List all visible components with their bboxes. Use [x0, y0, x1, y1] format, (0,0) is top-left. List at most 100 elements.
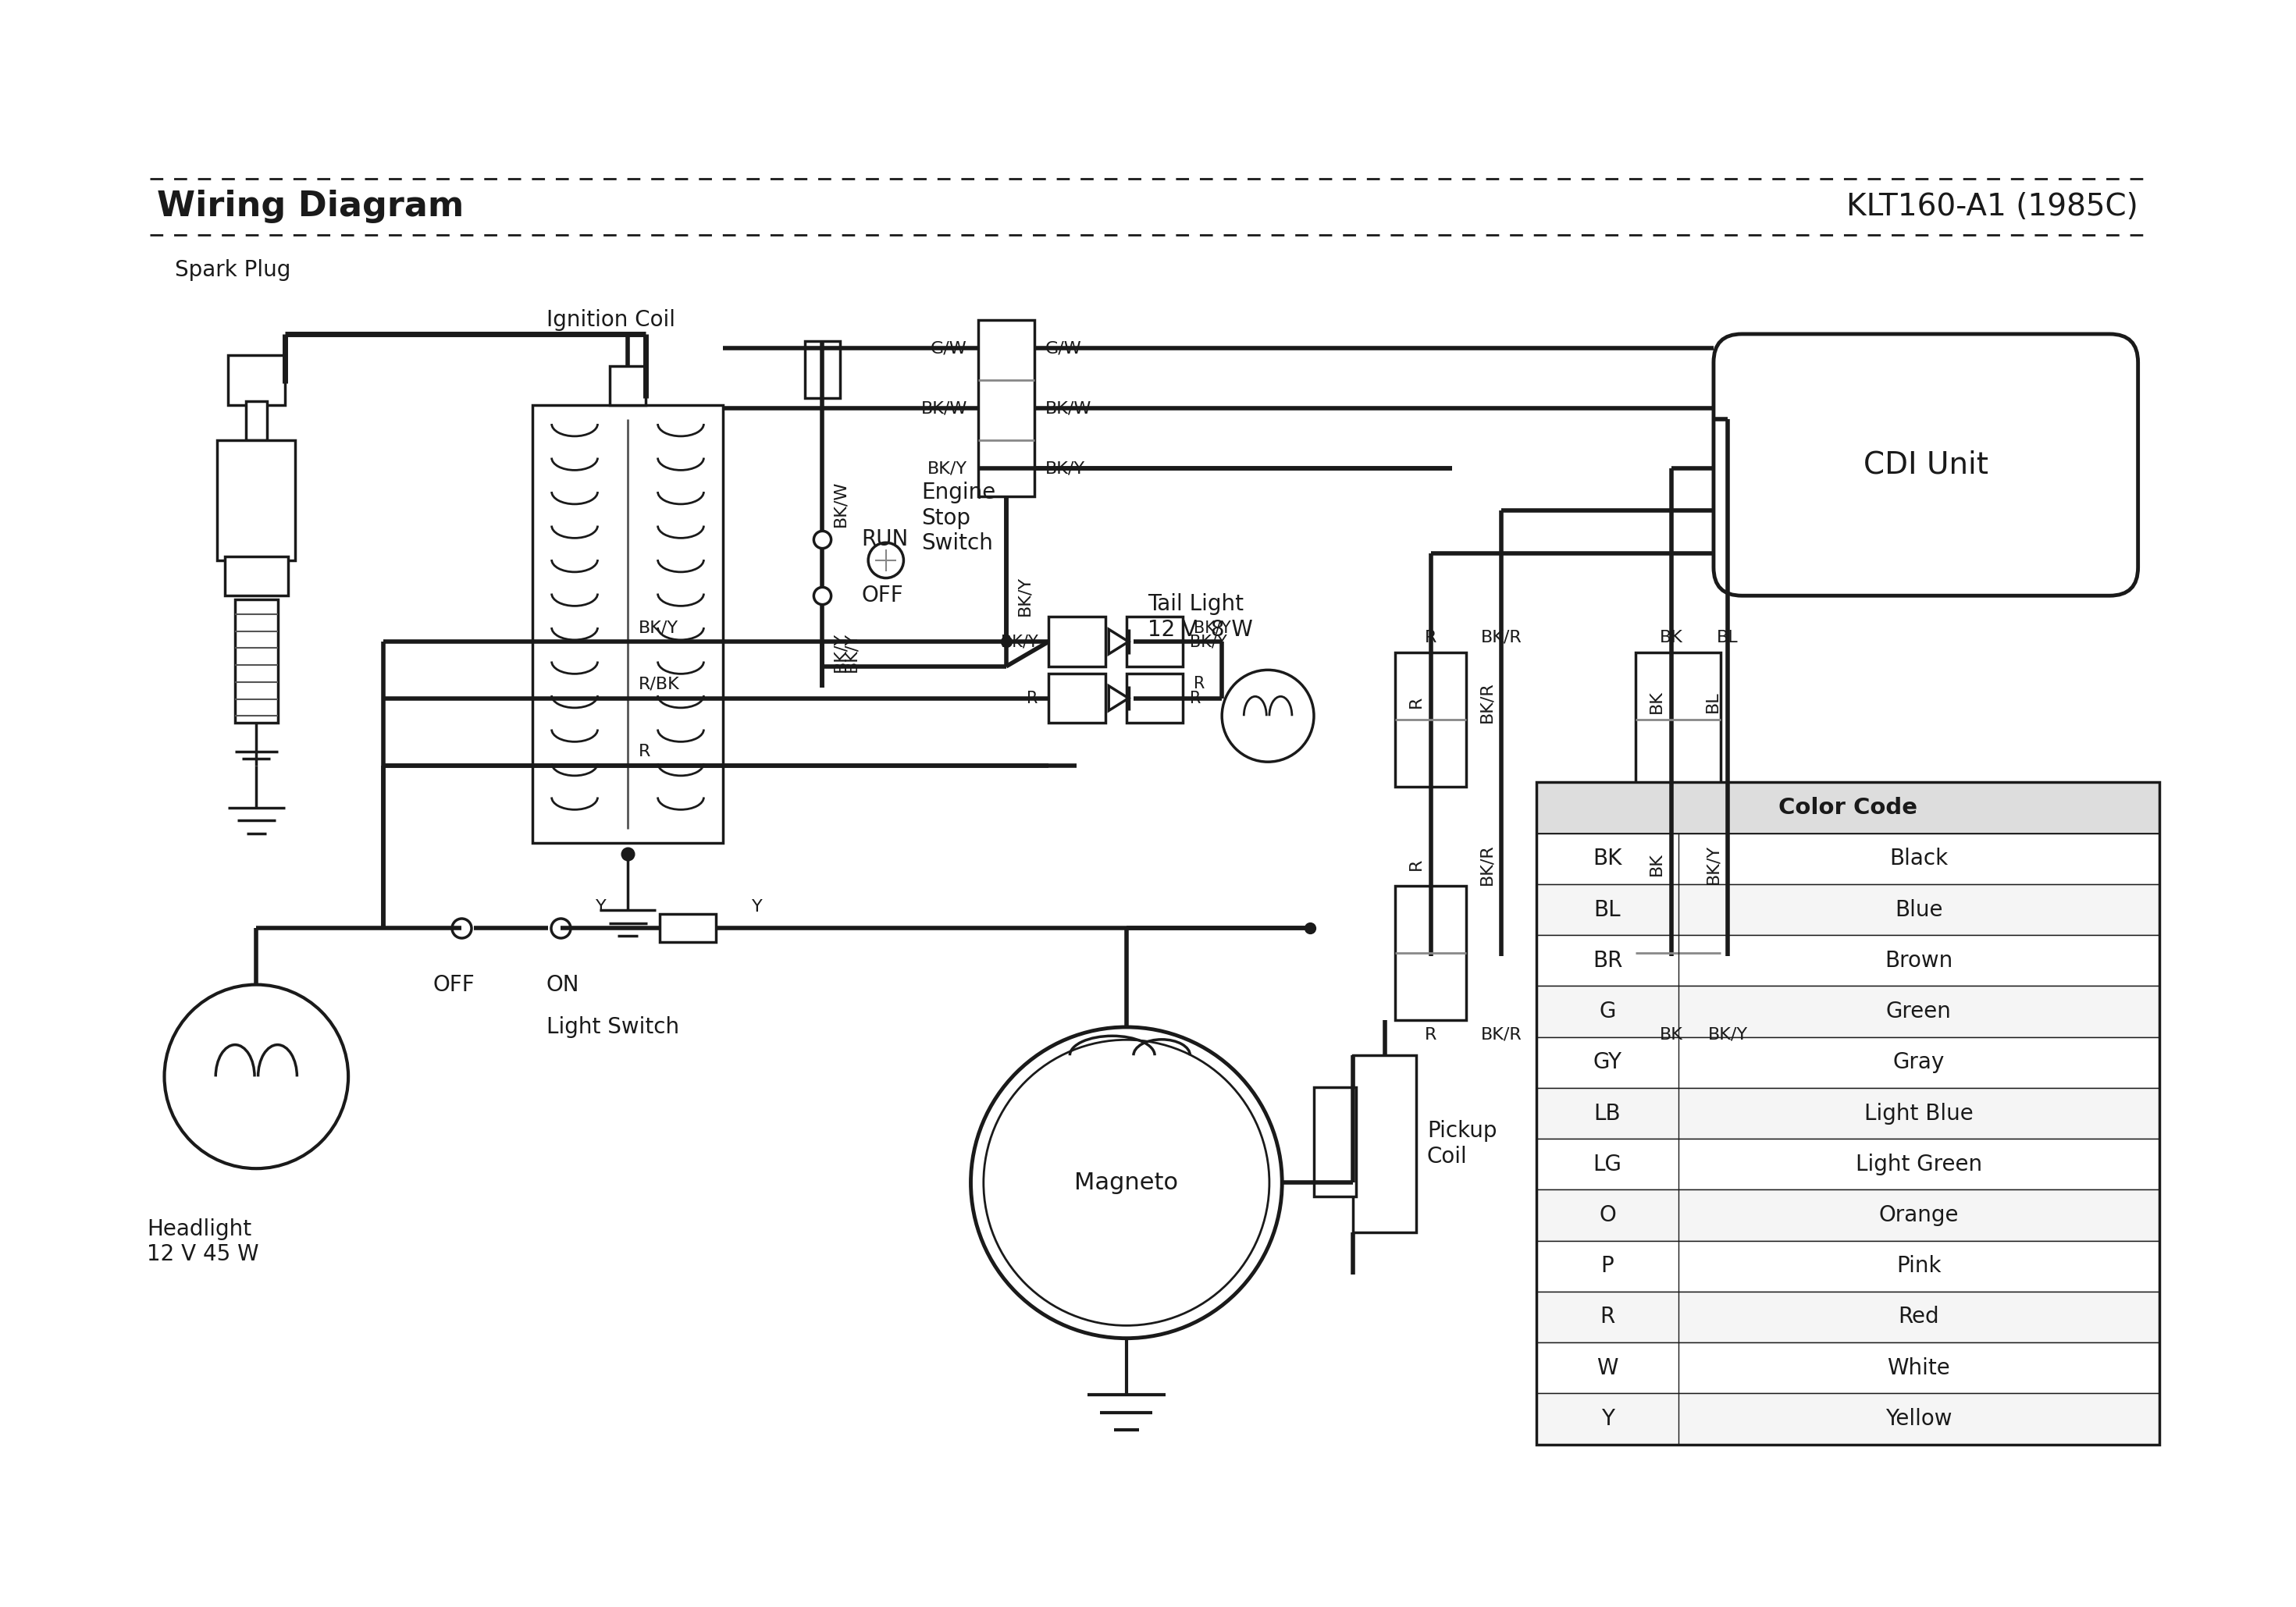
Bar: [1536, 1241, 2158, 1292]
Bar: [1049, 617, 1104, 667]
Text: R: R: [1424, 1027, 1437, 1043]
Text: R: R: [1424, 630, 1437, 644]
Text: BK/Y: BK/Y: [1001, 633, 1038, 649]
Bar: [1536, 1292, 2158, 1342]
Text: BK/Y: BK/Y: [928, 461, 967, 476]
Text: Orange: Orange: [1878, 1204, 1958, 1226]
Text: BK/W: BK/W: [1045, 400, 1091, 416]
Text: BK: BK: [1660, 1027, 1683, 1043]
Bar: [1536, 1189, 2158, 1241]
Bar: [804, 341, 840, 397]
Text: Black: Black: [1890, 848, 1947, 869]
Text: BK/Y: BK/Y: [833, 632, 850, 672]
Bar: [218, 440, 296, 561]
Bar: [1536, 1037, 2158, 1088]
Text: LG: LG: [1593, 1154, 1621, 1175]
Text: LB: LB: [1593, 1102, 1621, 1125]
Text: BK: BK: [1649, 853, 1665, 876]
Text: Yellow: Yellow: [1885, 1408, 1952, 1430]
Text: R: R: [1407, 858, 1424, 871]
Bar: [1536, 987, 2158, 1037]
Text: BK/Y: BK/Y: [843, 632, 859, 672]
Bar: [1352, 1056, 1417, 1233]
Text: Red: Red: [1899, 1306, 1940, 1327]
Text: Blue: Blue: [1894, 898, 1942, 921]
Text: G: G: [1598, 1001, 1616, 1022]
Text: RUN: RUN: [861, 529, 909, 550]
Text: BK/R: BK/R: [1481, 1027, 1522, 1043]
Text: BK/R: BK/R: [1479, 681, 1495, 723]
Text: Tail Light
12 V  8 W: Tail Light 12 V 8 W: [1148, 593, 1254, 641]
Bar: [978, 320, 1035, 497]
Text: Y: Y: [751, 898, 762, 914]
Text: BK: BK: [1649, 689, 1665, 714]
Text: Spark Plug: Spark Plug: [174, 259, 292, 281]
Bar: [659, 914, 716, 942]
Text: BK/R: BK/R: [1479, 844, 1495, 885]
Text: BK: BK: [1593, 848, 1621, 869]
Bar: [533, 405, 723, 844]
Bar: [246, 402, 266, 440]
FancyBboxPatch shape: [1713, 334, 2138, 596]
Text: R: R: [1194, 677, 1205, 693]
Text: OFF: OFF: [434, 974, 475, 996]
Text: R: R: [1407, 696, 1424, 707]
Text: BK/W: BK/W: [921, 400, 967, 416]
Text: BK/Y: BK/Y: [1045, 461, 1086, 476]
Text: Pickup
Coil: Pickup Coil: [1428, 1120, 1497, 1167]
Text: Engine
Stop
Switch: Engine Stop Switch: [921, 482, 996, 554]
Text: W: W: [1596, 1356, 1619, 1379]
Text: R: R: [638, 744, 650, 759]
Bar: [1049, 673, 1104, 723]
Bar: [1536, 834, 2158, 884]
Bar: [1127, 673, 1182, 723]
Text: Y: Y: [1600, 1408, 1614, 1430]
Text: BK/Y: BK/Y: [1708, 1027, 1747, 1043]
Text: Pink: Pink: [1896, 1255, 1940, 1278]
Text: BK/Y: BK/Y: [1017, 575, 1033, 615]
Text: BK/Y: BK/Y: [1194, 620, 1231, 635]
Text: Light Blue: Light Blue: [1864, 1102, 1972, 1125]
Text: OFF: OFF: [861, 585, 902, 606]
Text: BK/R: BK/R: [1481, 630, 1522, 644]
Text: Magneto: Magneto: [1075, 1172, 1178, 1194]
Text: CDI Unit: CDI Unit: [1864, 450, 1988, 479]
Text: Light Switch: Light Switch: [546, 1016, 680, 1038]
Text: R: R: [1026, 691, 1038, 705]
Text: KLT160-A1 (1985C): KLT160-A1 (1985C): [1846, 191, 2138, 222]
Bar: [234, 599, 278, 723]
Text: Light Green: Light Green: [1855, 1154, 1981, 1175]
Bar: [1396, 885, 1465, 1020]
Text: BK/Y: BK/Y: [1706, 844, 1720, 884]
Text: Headlight
12 V 45 W: Headlight 12 V 45 W: [147, 1218, 259, 1265]
Text: BK/W: BK/W: [833, 480, 850, 527]
Bar: [1635, 885, 1720, 1020]
Bar: [1536, 1139, 2158, 1189]
Bar: [225, 556, 287, 596]
Bar: [1127, 617, 1182, 667]
Text: BK/Y: BK/Y: [638, 620, 677, 635]
Text: White: White: [1887, 1356, 1949, 1379]
Bar: [227, 355, 285, 405]
Bar: [1536, 1342, 2158, 1393]
Text: BK: BK: [1660, 630, 1683, 644]
Text: Green: Green: [1885, 1001, 1952, 1022]
Bar: [1396, 652, 1465, 787]
Text: R: R: [1600, 1306, 1614, 1327]
Text: G/W: G/W: [930, 341, 967, 357]
Text: BL: BL: [1717, 630, 1738, 644]
Bar: [1313, 1088, 1357, 1197]
Text: Wiring Diagram: Wiring Diagram: [158, 190, 464, 223]
Bar: [1536, 1393, 2158, 1445]
Text: BL: BL: [1593, 898, 1621, 921]
Text: GY: GY: [1593, 1051, 1621, 1073]
Bar: [611, 366, 645, 405]
Text: BR: BR: [1593, 950, 1623, 972]
Text: BL: BL: [1706, 691, 1720, 712]
Text: Gray: Gray: [1892, 1051, 1945, 1073]
Bar: [1635, 652, 1720, 787]
Text: G/W: G/W: [1045, 341, 1081, 357]
Text: Color Code: Color Code: [1779, 797, 1917, 820]
Text: Brown: Brown: [1885, 950, 1954, 972]
Text: P: P: [1600, 1255, 1614, 1278]
